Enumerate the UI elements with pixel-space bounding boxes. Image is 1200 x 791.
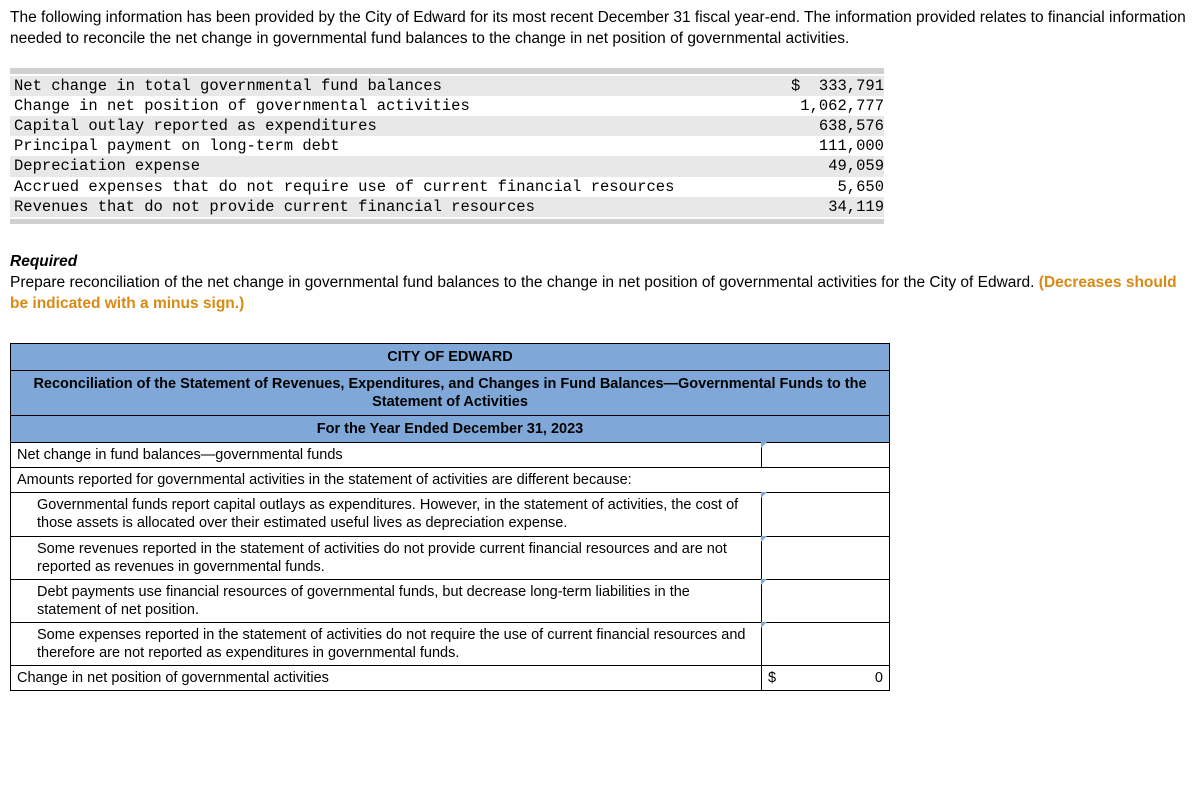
data-row: Net change in total governmental fund ba… [10,76,884,96]
data-row-value: 638,576 [754,116,892,136]
answer-input-cell[interactable] [762,623,890,666]
data-row-label: Capital outlay reported as expenditures [10,116,754,136]
data-row-value: $ 333,791 [754,76,892,96]
input-indicator-icon [761,492,767,498]
data-row-label: Accrued expenses that do not require use… [10,177,754,197]
data-row-label: Depreciation expense [10,156,754,176]
required-text-body: Prepare reconciliation of the net change… [10,274,1039,291]
data-row-label: Net change in total governmental fund ba… [10,76,754,96]
input-indicator-icon [761,442,767,448]
required-heading: Required [10,252,1190,273]
data-row: Change in net position of governmental a… [10,96,884,116]
given-data-block: Net change in total governmental fund ba… [10,76,884,217]
data-row-label: Principal payment on long-term debt [10,136,754,156]
total-value: 0 [875,669,883,687]
answer-input-cell[interactable] [762,443,890,468]
input-indicator-icon [761,622,767,628]
answer-row-desc: Some expenses reported in the statement … [11,623,762,666]
data-row: Principal payment on long-term debt111,0… [10,136,884,156]
data-row: Depreciation expense49,059 [10,156,884,176]
answer-input-cell[interactable] [762,493,890,536]
data-row-value: 1,062,777 [754,96,892,116]
answer-row-desc: Debt payments use financial resources of… [11,579,762,622]
data-row-value: 111,000 [754,136,892,156]
answer-row-desc: Amounts reported for governmental activi… [11,468,890,493]
required-text: Prepare reconciliation of the net change… [10,273,1190,315]
input-indicator-icon [761,579,767,585]
total-value-cell: $ 0 [762,666,890,691]
table-title-3: For the Year Ended December 31, 2023 [11,415,890,442]
data-row-label: Change in net position of governmental a… [10,96,754,116]
required-section: Required Prepare reconciliation of the n… [10,252,1190,315]
input-indicator-icon [761,536,767,542]
answer-input-cell[interactable] [762,536,890,579]
data-row-value: 49,059 [754,156,892,176]
data-row-label: Revenues that do not provide current fin… [10,197,754,217]
table-title-2: Reconciliation of the Statement of Reven… [11,370,890,415]
data-row: Revenues that do not provide current fin… [10,197,884,217]
answer-row-desc: Some revenues reported in the statement … [11,536,762,579]
reconciliation-table: CITY OF EDWARD Reconciliation of the Sta… [10,343,890,692]
total-label: Change in net position of governmental a… [11,666,762,691]
answer-row-desc: Net change in fund balances—governmental… [11,443,762,468]
data-row-value: 34,119 [754,197,892,217]
table-title-1: CITY OF EDWARD [11,343,890,370]
data-top-divider [10,68,884,74]
data-bottom-divider [10,219,884,224]
answer-row-desc: Governmental funds report capital outlay… [11,493,762,536]
data-row: Capital outlay reported as expenditures6… [10,116,884,136]
data-row-value: 5,650 [754,177,892,197]
intro-paragraph: The following information has been provi… [10,8,1190,50]
data-row: Accrued expenses that do not require use… [10,177,884,197]
total-currency: $ [768,669,776,687]
answer-input-cell[interactable] [762,579,890,622]
